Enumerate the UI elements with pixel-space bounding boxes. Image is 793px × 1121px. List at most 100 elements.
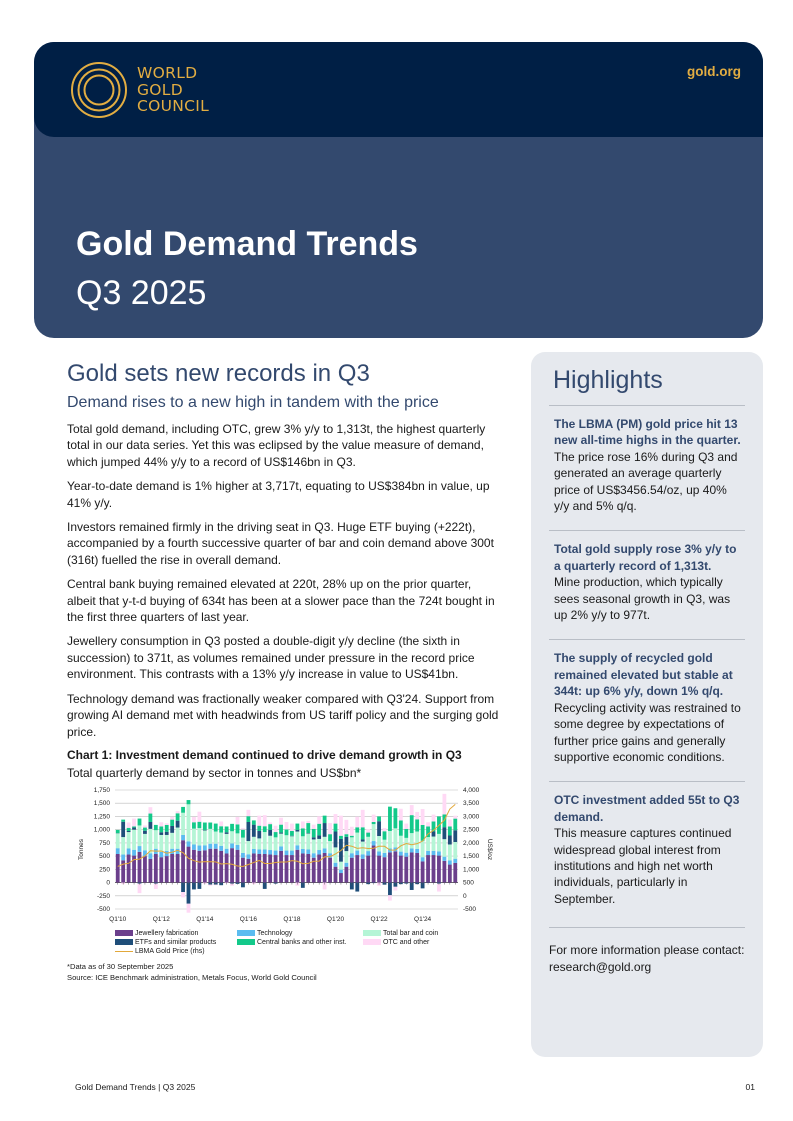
bar-segment: [382, 852, 387, 858]
bar-segment: [311, 824, 316, 829]
bar-segment: [132, 818, 136, 827]
bar-segment: [284, 854, 289, 883]
bar-segment: [437, 883, 441, 892]
bar-segment: [241, 857, 245, 883]
bar-segment: [388, 882, 392, 896]
bar-segment: [153, 853, 158, 883]
bar-segment: [344, 862, 349, 867]
bar-segment: [251, 853, 256, 883]
bar-segment: [426, 854, 430, 883]
bar-segment: [262, 831, 267, 850]
paragraph: Technology demand was fractionally weake…: [67, 691, 499, 739]
legend-item: Technology: [237, 930, 363, 937]
x-tick-label: Q1'14: [196, 916, 214, 923]
bar-segment: [360, 827, 365, 840]
bar-segment: [377, 835, 381, 852]
bar-segment: [415, 848, 420, 853]
page-number: 01: [745, 1082, 755, 1092]
logo-line: COUNCIL: [137, 97, 210, 116]
highlights-panel: Highlights The LBMA (PM) gold price hit …: [531, 352, 763, 1057]
bar-segment: [453, 815, 458, 819]
y-tick-label: 250: [99, 866, 110, 873]
bar-segment: [409, 804, 414, 816]
bar-segment: [420, 840, 425, 858]
bar-segment: [235, 816, 240, 825]
bar-segment: [328, 834, 332, 841]
bar-segment: [170, 832, 175, 849]
bar-segment: [431, 821, 436, 832]
bar-segment: [300, 821, 305, 829]
legend-line: [115, 950, 133, 953]
bar-segment: [306, 822, 311, 834]
chart-title: Chart 1: Investment demand continued to …: [67, 747, 462, 762]
bar-segment: [339, 861, 343, 870]
bar-segment: [175, 848, 180, 854]
bar-segment: [186, 804, 191, 842]
bar-segment: [333, 866, 338, 883]
contact-info[interactable]: For more information please contact: res…: [549, 927, 745, 975]
report-title: Gold Demand Trends: [76, 225, 418, 263]
bar-segment: [175, 853, 180, 883]
paragraph: Jewellery consumption in Q3 posted a dou…: [67, 634, 475, 682]
article-heading: Gold sets new records in Q3: [67, 360, 370, 387]
bar-segment: [306, 833, 311, 834]
bar-segment: [339, 872, 343, 883]
bar-segment: [202, 829, 207, 831]
bar-segment: [153, 883, 158, 889]
bar-segment: [371, 821, 376, 825]
bar-segment: [126, 827, 131, 831]
legend-swatch: [363, 930, 381, 937]
bar-segment: [230, 831, 234, 844]
bar-segment: [431, 831, 436, 837]
bar-segment: [262, 815, 267, 827]
bar-segment: [230, 848, 234, 883]
bar-segment: [349, 857, 354, 883]
bar-segment: [181, 834, 185, 841]
bar-segment: [121, 854, 126, 861]
bar-segment: [328, 853, 332, 858]
bar-segment: [262, 853, 267, 883]
bar-segment: [159, 826, 164, 833]
bar-segment: [355, 827, 360, 833]
bar-segment: [366, 832, 371, 837]
site-link[interactable]: gold.org: [687, 64, 741, 79]
bar-segment: [268, 854, 273, 883]
bar-segment: [202, 822, 207, 830]
bar-segment: [148, 821, 153, 829]
bar-segment: [224, 826, 229, 833]
bar-segment: [202, 830, 207, 846]
y2-tick-label: 2,500: [463, 827, 480, 834]
bar-segment: [447, 864, 452, 883]
legend-label: Total bar and coin: [383, 929, 439, 937]
bar-segment: [175, 820, 180, 828]
bar-segment: [420, 808, 425, 825]
bar-segment: [349, 837, 354, 854]
bar-segment: [393, 847, 398, 852]
legend-label: Central banks and other inst.: [257, 938, 347, 946]
bar-segment: [404, 856, 409, 883]
bar-segment: [279, 850, 283, 883]
bar-segment: [300, 882, 305, 888]
bar-segment: [219, 850, 224, 883]
bar-segment: [447, 844, 452, 861]
bar-segment: [186, 841, 191, 847]
bar-segment: [257, 825, 262, 831]
bar-segment: [126, 822, 131, 828]
bar-segment: [273, 850, 278, 855]
legend-label: Technology: [257, 929, 293, 937]
paragraph: Year-to-date demand is 1% higher at 3,71…: [67, 479, 490, 510]
bar-segment: [388, 852, 392, 883]
demand-chart: 1,750 4,000 1,500 3,500 1,250 3,000 1,000 2,500…: [78, 787, 493, 923]
paragraph: Investors remained firmly in the driving…: [67, 520, 494, 567]
bar-segment: [404, 837, 409, 853]
bar-segment: [241, 837, 245, 853]
bar-segment: [382, 857, 387, 883]
bar-segment: [431, 814, 436, 822]
logo-line: WORLD: [137, 64, 198, 83]
bar-segment: [175, 811, 180, 814]
bar-segment: [213, 843, 218, 849]
bar-segment: [262, 882, 267, 889]
x-tick-label: Q1'18: [283, 916, 301, 923]
world-gold-council-logo[interactable]: WORLD GOLD COUNCIL: [70, 61, 209, 119]
legend-swatch: [237, 939, 255, 946]
